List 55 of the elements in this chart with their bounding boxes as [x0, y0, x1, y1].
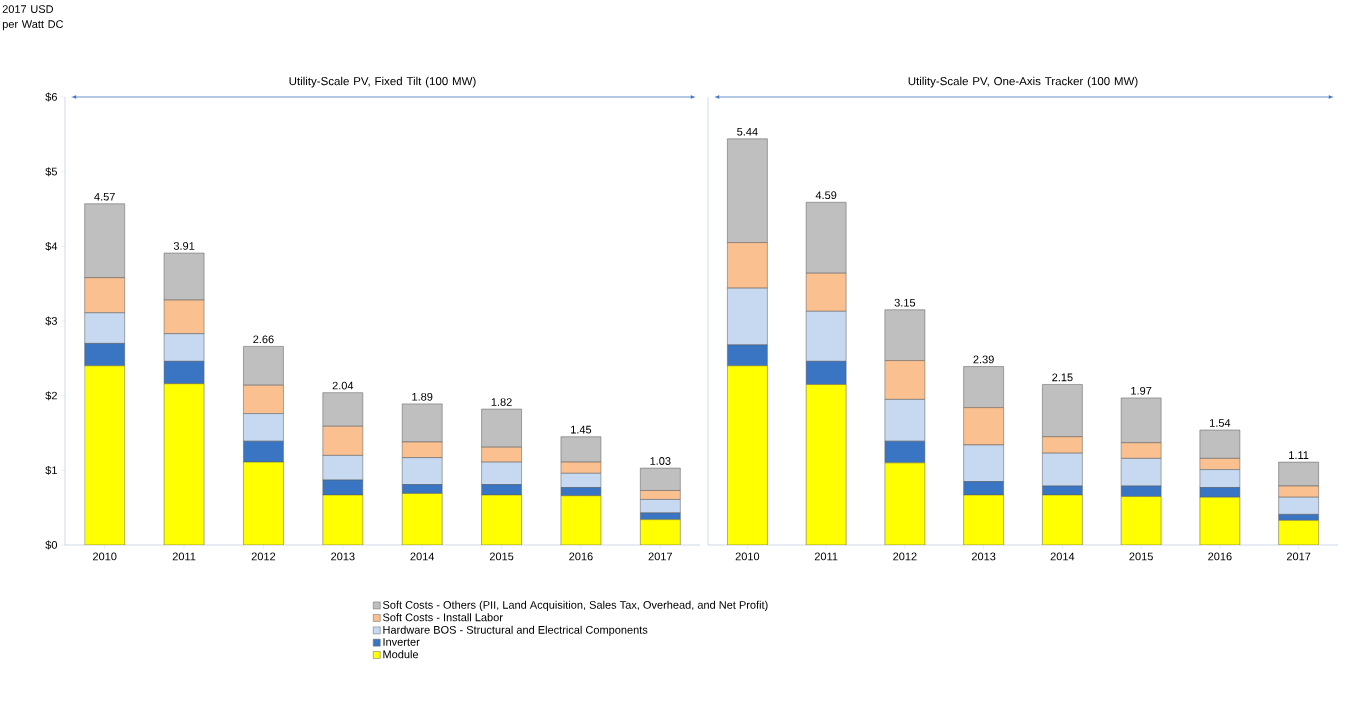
- legend-label: Soft Costs - Install Labor: [383, 613, 503, 622]
- y-tick-label: $3: [45, 316, 57, 326]
- total-label: 1.03: [650, 457, 671, 465]
- bar: [560, 495, 602, 545]
- total-label: 3.91: [173, 242, 195, 250]
- x-tick-label: 2015: [1129, 552, 1153, 561]
- total-label: 4.57: [94, 192, 115, 201]
- bar: [640, 519, 681, 545]
- x-tick-label: 2011: [814, 552, 838, 561]
- y-tick-label: $6: [45, 92, 57, 102]
- x-tick-label: 2016: [569, 552, 593, 561]
- bar: [322, 494, 364, 545]
- y-tick-label: $4: [45, 241, 58, 251]
- x-tick-label: 2010: [735, 552, 760, 561]
- total-label: 1.45: [571, 425, 592, 434]
- y-tick-label: $0: [45, 540, 58, 550]
- total-label: 5.44: [737, 127, 758, 136]
- legend-label: Inverter: [383, 638, 420, 646]
- legend-label: Hardware BOS - Structural and Electrical Components: [383, 625, 648, 636]
- x-tick-label: 2012: [251, 552, 276, 561]
- total-label: 2.04: [332, 381, 354, 390]
- x-tick-label: 2017: [1286, 552, 1311, 561]
- total-label: 3.15: [894, 298, 916, 307]
- legend-label: Module: [383, 650, 419, 659]
- total-label: 4.59: [815, 191, 837, 200]
- total-label: 2.15: [1052, 373, 1073, 382]
- total-label: 2.39: [973, 355, 994, 364]
- bar: [84, 365, 125, 545]
- bar: [481, 494, 522, 545]
- total-label: 2.66: [253, 335, 274, 344]
- y-tick-label: $2: [45, 391, 57, 401]
- total-label: 1.89: [412, 392, 433, 401]
- x-tick-label: 2012: [893, 552, 917, 561]
- text: Utility-Scale PV, Fixed Tilt (100 MW): [289, 76, 476, 88]
- total-label: 1.97: [1131, 386, 1152, 395]
- x-tick-label: 2014: [410, 552, 435, 561]
- total-label: 1.11: [1289, 451, 1309, 459]
- total-label: 1.54: [1210, 419, 1231, 427]
- x-tick-label: 2010: [93, 552, 117, 561]
- y-tick-label: $5: [45, 167, 57, 177]
- x-tick-label: 2017: [648, 552, 672, 561]
- y-axis-title: 2017 USD per Watt DC: [2, 5, 64, 31]
- bar: [401, 493, 443, 545]
- bar: [243, 461, 284, 545]
- text: Utility-Scale PV, One-Axis Tracker (100 MW): [908, 76, 1138, 88]
- x-tick-label: 2016: [1208, 552, 1232, 561]
- bar: [163, 383, 205, 545]
- x-tick-label: 2015: [489, 552, 514, 561]
- x-tick-label: 2013: [971, 552, 996, 561]
- x-tick-label: 2014: [1050, 552, 1075, 561]
- total-label: 1.82: [491, 398, 512, 406]
- y-tick-label: $1: [45, 465, 57, 475]
- legend-label: Soft Costs - Others (PII, Land Acquisition, Sales Tax, Overhead, and Net Profit): [383, 600, 768, 611]
- x-tick-label: 2013: [331, 552, 355, 561]
- x-tick-label: 2011: [172, 552, 196, 561]
